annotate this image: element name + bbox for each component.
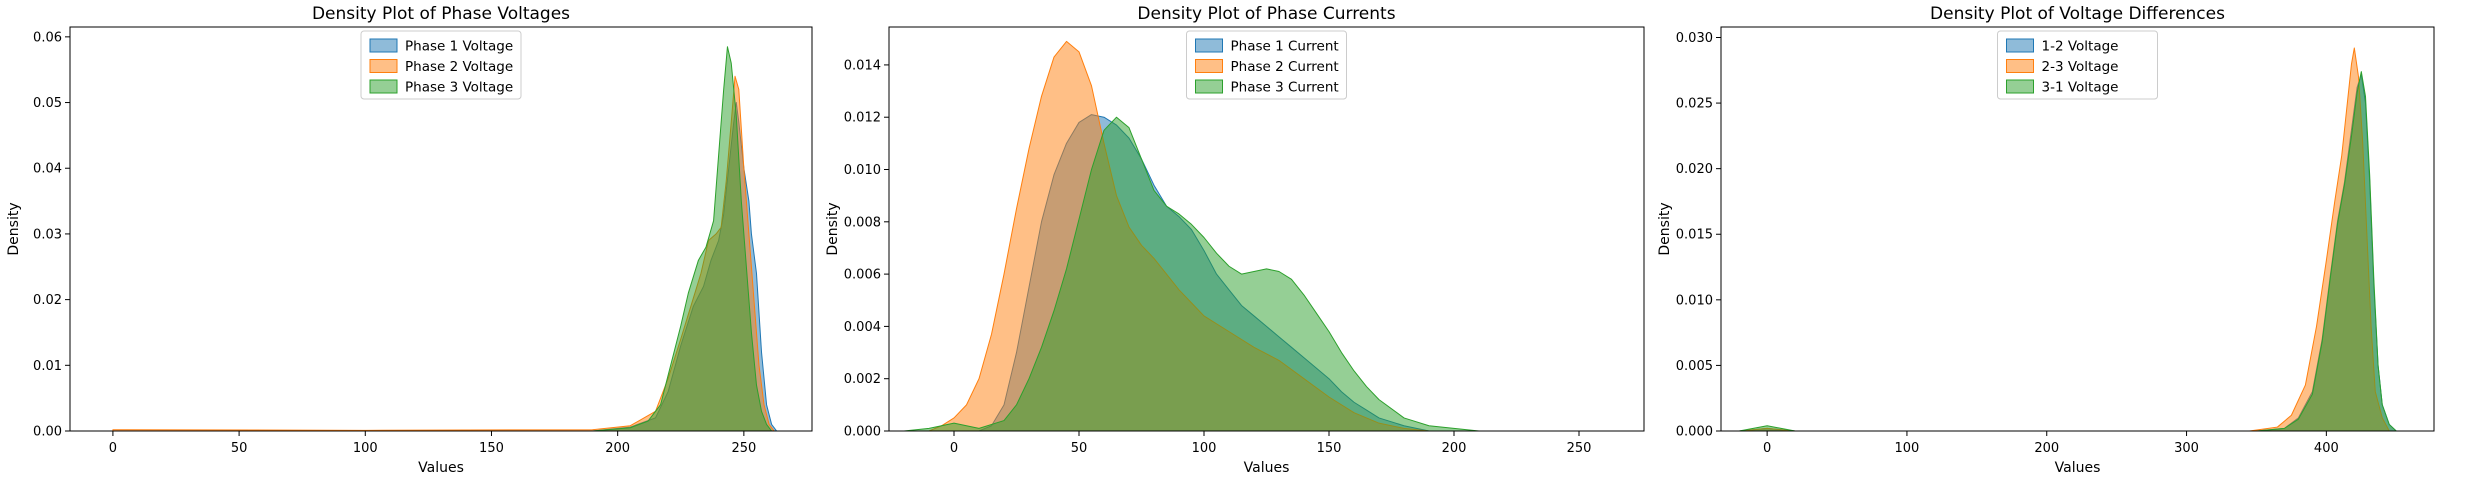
- x-tick-label: 300: [2174, 441, 2199, 456]
- legend-box: [1186, 30, 1347, 100]
- legend-swatch: [369, 79, 398, 94]
- axes-frame: [69, 26, 813, 432]
- y-tick-label: 0.004: [844, 320, 881, 335]
- legend-swatch: [1195, 79, 1223, 94]
- x-tick-label: 250: [1567, 441, 1592, 456]
- legend-swatch: [2006, 79, 2034, 94]
- y-tick-label: 0.01: [33, 359, 62, 374]
- y-axis-label: Density: [6, 202, 22, 255]
- y-tick-label: 0.025: [1676, 97, 1713, 112]
- x-tick-label: 200: [1442, 441, 1467, 456]
- y-tick-label: 0.012: [844, 111, 881, 126]
- legend-entry: 3-1 Voltage: [2042, 80, 2119, 96]
- chart-1: 0 50 100 150 200 250 0.00 0.01 0.02 0.03 0.04 0.05 0…: [6, 4, 813, 476]
- x-axis-label: Values: [418, 460, 464, 476]
- legend-entry: 1-2 Voltage: [2042, 39, 2119, 55]
- y-axis-label: Density: [825, 202, 841, 255]
- x-tick-label: 100: [1895, 441, 1920, 456]
- y-tick-label: 0.02: [33, 293, 62, 308]
- legend-swatch: [369, 59, 398, 73]
- plot-area: [112, 46, 778, 431]
- y-tick-label: 0.010: [1676, 293, 1713, 308]
- legend: Phase 1 Voltage Phase 2 Voltage Phase 3 Vo…: [360, 30, 522, 100]
- y-tick-label: 0.020: [1676, 162, 1713, 177]
- x-tick-label: 150: [479, 441, 504, 456]
- x-tick-label: 50: [1071, 441, 1088, 456]
- series-area-1: [1738, 73, 2397, 431]
- legend-swatch: [369, 38, 398, 53]
- x-tick-label: 50: [231, 441, 248, 456]
- x-axis-label: Values: [1244, 460, 1290, 476]
- legend-swatch: [2006, 59, 2034, 73]
- y-tick-label: 0.000: [1676, 425, 1713, 440]
- chart-3: 0 100 200 300 400 0.000 0.005 0.010 0.015 0.020 0.…: [1657, 4, 2435, 476]
- legend: 1-2 Voltage 2-3 Voltage 3-1 Voltage: [1997, 30, 2158, 100]
- y-tick-label: 0.008: [844, 215, 881, 230]
- x-tick-label: 0: [1763, 441, 1771, 456]
- axes-frame: [888, 26, 1645, 432]
- legend-entry: 2-3 Voltage: [2042, 59, 2119, 75]
- x-tick-label: 0: [109, 441, 117, 456]
- y-tick-label: 0.00: [33, 425, 62, 440]
- y-tick-label: 0.03: [33, 227, 62, 242]
- legend-entry: Phase 3 Voltage: [405, 80, 513, 96]
- plot-area: [903, 40, 1480, 431]
- y-tick-label: 0.014: [844, 58, 881, 73]
- legend-entry: Phase 2 Current: [1231, 59, 1339, 75]
- x-axis-label: Values: [2055, 460, 2101, 476]
- legend-entry: Phase 1 Current: [1231, 39, 1339, 55]
- y-tick-label: 0.030: [1676, 31, 1713, 46]
- y-tick-label: 0.002: [844, 372, 881, 387]
- series-area-2: [1738, 47, 2390, 431]
- legend-entry: Phase 3 Current: [1231, 80, 1339, 96]
- legend-swatch: [1195, 59, 1223, 73]
- y-tick-label: 0.006: [844, 268, 881, 283]
- chart-title: Density Plot of Phase Currents: [1137, 4, 1395, 24]
- x-tick-label: 100: [353, 441, 378, 456]
- legend-entry: Phase 2 Voltage: [405, 59, 513, 75]
- y-tick-label: 0.04: [33, 162, 62, 177]
- chart-title: Density Plot of Phase Voltages: [312, 4, 570, 24]
- y-axis-label: Density: [1657, 202, 1673, 255]
- legend-swatch: [1195, 38, 1223, 53]
- axes-frame: [1720, 26, 2435, 432]
- y-tick-label: 0.06: [33, 30, 62, 45]
- chart-2: 0 50 100 150 200 250 0.000 0.002 0.004 0.006 0.008…: [825, 4, 1645, 476]
- legend-box: [1997, 30, 2158, 100]
- series-area-3: [903, 116, 1480, 431]
- x-tick-label: 150: [1317, 441, 1342, 456]
- legend: Phase 1 Current Phase 2 Current Phase 3 Cu…: [1186, 30, 1347, 100]
- y-tick-label: 0.000: [844, 425, 881, 440]
- plot-area: [1738, 47, 2397, 431]
- chart-title: Density Plot of Voltage Differences: [1930, 4, 2225, 24]
- x-tick-label: 400: [2314, 441, 2339, 456]
- y-tick-label: 0.010: [844, 163, 881, 178]
- y-tick-label: 0.005: [1676, 359, 1713, 374]
- legend-swatch: [2006, 38, 2034, 53]
- x-tick-label: 200: [2034, 441, 2059, 456]
- y-tick-label: 0.05: [33, 96, 62, 111]
- x-tick-label: 0: [950, 441, 958, 456]
- x-tick-label: 100: [1192, 441, 1217, 456]
- series-area-3: [112, 46, 773, 431]
- x-tick-label: 250: [731, 441, 756, 456]
- x-tick-label: 200: [605, 441, 630, 456]
- legend-box: [360, 30, 522, 100]
- y-tick-label: 0.015: [1676, 228, 1713, 243]
- legend-entry: Phase 1 Voltage: [405, 39, 513, 55]
- series-area-3: [1738, 71, 2397, 431]
